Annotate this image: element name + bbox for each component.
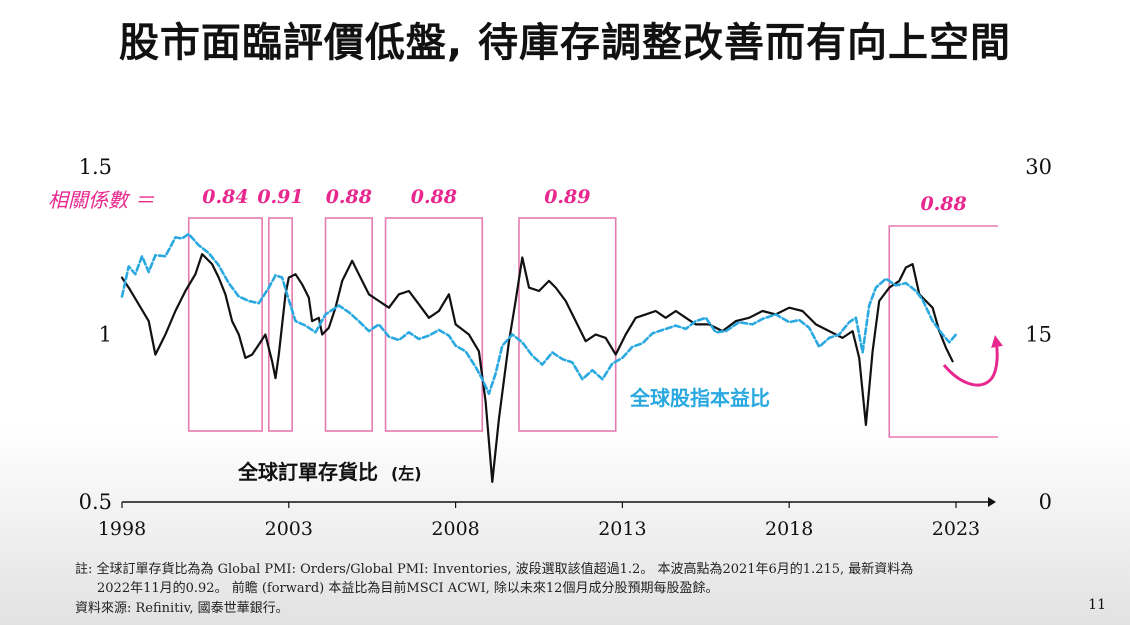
x-tick-label: 2013 [598, 518, 646, 540]
correlation-value: 0.88 [326, 186, 372, 208]
x-tick-label: 2003 [265, 518, 313, 540]
page-number: 11 [1088, 597, 1106, 613]
forward-pe-line [120, 232, 958, 395]
correlation-value: 0.88 [920, 193, 966, 215]
source-note: 資料來源: Refinitiv, 國泰世華銀行。 [75, 601, 289, 616]
x-tick-label: 2018 [765, 518, 813, 540]
right-y-tick-label: 30 [1025, 155, 1052, 179]
correlation-window [888, 225, 998, 438]
x-axis-arrow [988, 497, 996, 507]
correlation-label: 相關係數 ＝ [48, 188, 154, 212]
x-tick-label: 2023 [932, 518, 980, 540]
series-label-orders-suffix: (左) [391, 464, 422, 483]
right-y-tick-label: 15 [1025, 323, 1052, 347]
correlation-window [384, 217, 484, 432]
series [120, 232, 958, 483]
rebound-arrow [942, 335, 1003, 387]
footnote-line-1: 註: 全球訂單存貨比為為 Global PMI: Orders/Global P… [75, 562, 914, 577]
correlation-window [518, 217, 617, 432]
correlation-value: 0.88 [411, 186, 457, 208]
correlation-value: 0.84 [202, 186, 248, 208]
series-label-pe: 全球股指本益比 [629, 386, 770, 410]
x-tick-label: 1998 [98, 518, 146, 540]
right-y-tick-label: 0 [1039, 490, 1052, 514]
orders-inventory-ratio-line [120, 253, 954, 483]
left-y-tick-label: 1 [99, 323, 112, 347]
correlation-window [324, 217, 373, 432]
correlation-windows: 0.84 0.91 0.88 0.88 0.89 0.88 [187, 186, 998, 438]
x-tick-label: 2008 [431, 518, 479, 540]
axes: 1998 2003 2008 2013 2018 2023 0.5 1 1.5 0 15 30 [79, 155, 1052, 540]
page-title: 股市面臨評價低盤, 待庫存調整改善而有向上空間 [118, 20, 1012, 66]
series-label-orders: 全球訂單存貨比 (左) [237, 460, 422, 484]
footnote-line-2: 2022年11月的0.92。 前瞻 (forward) 本益比為目前MSCI A… [97, 581, 719, 596]
correlation-value: 0.91 [257, 186, 303, 208]
correlation-value: 0.89 [544, 186, 590, 208]
series-label-orders-name: 全球訂單存貨比 [237, 460, 378, 484]
correlation-window [187, 217, 263, 432]
correlation-window [267, 217, 293, 432]
left-y-tick-label: 0.5 [79, 490, 112, 514]
left-y-tick-label: 1.5 [79, 155, 112, 179]
